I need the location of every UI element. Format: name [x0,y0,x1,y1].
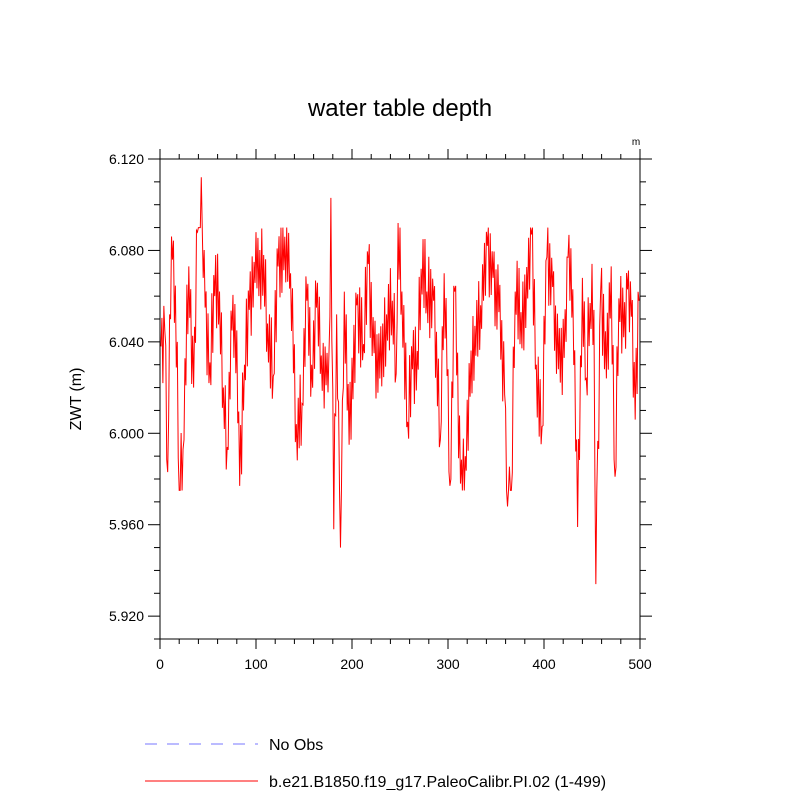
x-tick-label: 200 [340,656,364,672]
y-tick-label: 6.080 [109,242,144,258]
legend-label-model-run: b.e21.B1850.f19_g17.PaleoCalibr.PI.02 (1… [269,774,606,791]
series-layer [160,177,640,585]
x-tick-label: 400 [532,656,556,672]
plot-frame [159,158,641,640]
x-tick-label: 100 [244,656,268,672]
series-line-model-run [160,177,640,585]
y-tick-label: 5.920 [109,608,144,624]
y-tick-label: 6.120 [109,151,144,167]
units-label: m [632,137,640,148]
y-tick-label: 5.960 [109,517,144,533]
x-tick-label: 0 [156,656,164,672]
y-axis-label: ZWT (m) [68,368,85,431]
axis-ticks [148,149,652,649]
chart-title: water table depth [307,95,492,122]
legend: No Obs b.e21.B1850.f19_g17.PaleoCalibr.P… [145,737,606,791]
x-tick-label: 500 [628,656,652,672]
y-tick-label: 6.040 [109,334,144,350]
axis-tick-labels: 0 100 200 300 400 500 5.920 5.960 6.000 6.040 6.08… [109,151,652,672]
x-tick-label: 300 [436,656,460,672]
legend-label-no-obs: No Obs [269,737,323,754]
y-tick-label: 6.000 [109,425,144,441]
